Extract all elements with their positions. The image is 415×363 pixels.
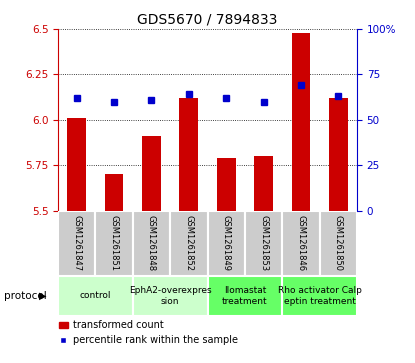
Bar bbox=[142, 136, 161, 211]
Text: GSM1261850: GSM1261850 bbox=[334, 215, 343, 271]
Text: EphA2-overexpres
sion: EphA2-overexpres sion bbox=[129, 286, 212, 306]
Title: GDS5670 / 7894833: GDS5670 / 7894833 bbox=[137, 12, 278, 26]
Bar bbox=[58, 211, 95, 276]
Bar bbox=[133, 276, 208, 316]
Bar bbox=[217, 158, 236, 211]
Bar bbox=[179, 98, 198, 211]
Bar bbox=[245, 211, 282, 276]
Text: GSM1261849: GSM1261849 bbox=[222, 215, 231, 271]
Bar bbox=[208, 276, 282, 316]
Text: GSM1261848: GSM1261848 bbox=[147, 215, 156, 271]
Text: llomastat
treatment: llomastat treatment bbox=[222, 286, 268, 306]
Text: GSM1261847: GSM1261847 bbox=[72, 215, 81, 271]
Bar bbox=[105, 174, 124, 211]
Bar bbox=[170, 211, 208, 276]
Bar bbox=[254, 156, 273, 211]
Bar bbox=[282, 211, 320, 276]
Text: GSM1261852: GSM1261852 bbox=[184, 215, 193, 271]
Text: GSM1261853: GSM1261853 bbox=[259, 215, 268, 271]
Text: Rho activator Calp
eptin treatment: Rho activator Calp eptin treatment bbox=[278, 286, 361, 306]
Legend: transformed count, percentile rank within the sample: transformed count, percentile rank withi… bbox=[55, 317, 242, 349]
Bar bbox=[95, 211, 133, 276]
Bar bbox=[291, 33, 310, 211]
Text: GSM1261846: GSM1261846 bbox=[296, 215, 305, 271]
Text: control: control bbox=[80, 291, 111, 300]
Text: GSM1261851: GSM1261851 bbox=[110, 215, 119, 271]
Bar bbox=[320, 211, 357, 276]
Bar bbox=[67, 118, 86, 211]
Text: ▶: ▶ bbox=[39, 291, 47, 301]
Bar bbox=[58, 276, 133, 316]
Bar bbox=[133, 211, 170, 276]
Bar bbox=[208, 211, 245, 276]
Text: protocol: protocol bbox=[4, 291, 47, 301]
Bar bbox=[329, 98, 348, 211]
Bar bbox=[282, 276, 357, 316]
